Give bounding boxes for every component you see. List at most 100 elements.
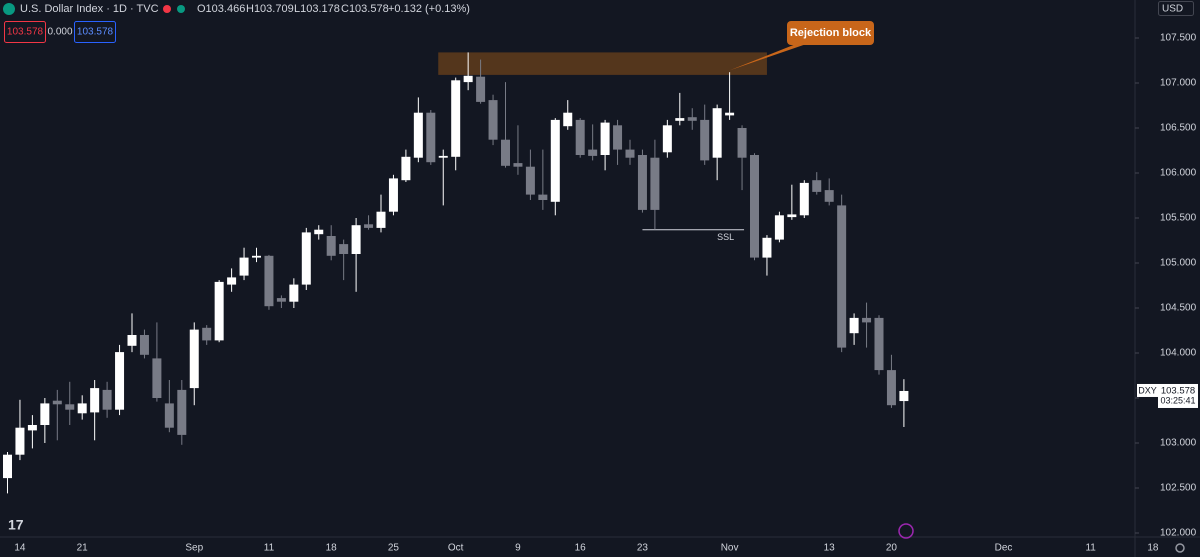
x-tick-label: 14 (14, 543, 26, 554)
price-tag-value: 103.578 (1161, 385, 1195, 396)
candle-body (413, 112, 423, 158)
candle-body (90, 388, 100, 413)
y-tick-label: 104.500 (1160, 303, 1197, 314)
x-tick-label: 25 (388, 543, 400, 554)
candle-body (575, 119, 585, 155)
x-tick-label: 23 (637, 543, 649, 554)
candle-body (252, 255, 261, 258)
currency[interactable]: USD (1162, 4, 1183, 15)
candle-body (351, 225, 361, 254)
candle-body (364, 224, 374, 228)
candle-body (762, 237, 772, 258)
ohlc-close: C103.578 (341, 3, 389, 15)
candle-body (737, 128, 747, 158)
candle-body (588, 149, 598, 156)
y-tick-label: 106.500 (1160, 123, 1197, 134)
ohlc-change: +0.132 (+0.13%) (388, 3, 470, 15)
candle-body (662, 125, 672, 153)
candle-body (301, 232, 311, 285)
x-tick-label: Sep (185, 543, 203, 554)
candle-body (40, 403, 50, 425)
brand-logo: 17 (8, 517, 24, 533)
price-tag-symbol: DXY (1138, 385, 1157, 395)
candle-body (525, 166, 535, 195)
candle-body (52, 400, 62, 405)
flag-icon[interactable] (163, 5, 171, 13)
badge-box (74, 21, 116, 43)
badge: 103.578 (7, 27, 44, 38)
candle-body (65, 404, 75, 410)
candle-body (289, 284, 299, 302)
candle-body (3, 454, 12, 479)
candle-body (687, 117, 697, 121)
y-tick-label: 105.500 (1160, 213, 1197, 224)
y-tick-label: 102.000 (1160, 528, 1197, 539)
candle-body (550, 119, 560, 202)
candle-body (239, 257, 249, 276)
candle-body (314, 229, 324, 235)
candle-body (388, 178, 398, 212)
candle-body (675, 118, 685, 121)
candle-body (451, 80, 461, 157)
candle-body (899, 390, 909, 402)
callout-label: Rejection block (790, 27, 872, 39)
candle-body (139, 335, 149, 355)
candle-body (812, 180, 822, 192)
candle-body (600, 122, 610, 155)
y-tick-label: 103.000 (1160, 438, 1197, 449)
candle-body (164, 403, 174, 428)
badge-box (4, 21, 46, 43)
callout-pointer (729, 40, 818, 71)
candle-body (189, 329, 199, 389)
candle-body (214, 281, 224, 341)
currency-box[interactable] (1158, 1, 1194, 16)
alert-icon[interactable] (898, 523, 914, 539)
y-tick-label: 104.000 (1160, 348, 1197, 359)
candle-body (438, 155, 448, 158)
x-tick-label: 9 (515, 543, 521, 554)
candle-body (824, 190, 834, 202)
candle-body (849, 317, 859, 334)
candle-body (650, 157, 660, 210)
status-icon (177, 5, 185, 13)
settings-icon[interactable] (1175, 543, 1185, 553)
x-tick-label: Oct (448, 543, 464, 554)
candle-body (488, 100, 498, 140)
candle-body (227, 277, 237, 285)
x-tick-label: 11 (1085, 543, 1096, 554)
candle-body (376, 211, 386, 228)
y-tick-label: 102.500 (1160, 483, 1197, 494)
candle-body (326, 236, 336, 256)
candle-body (799, 182, 809, 216)
y-tick-label: 106.000 (1160, 168, 1197, 179)
ohlc-low: L103.178 (294, 3, 340, 15)
candle-body (102, 389, 112, 410)
candle-body (712, 108, 722, 158)
badge: 0.000 (47, 27, 72, 38)
candle-body (874, 317, 884, 371)
candle-body (152, 358, 162, 398)
ohlc-high: H103.709 (246, 3, 294, 15)
rejection-zone (438, 52, 767, 75)
price-tag-symbol-box (1137, 383, 1158, 397)
candle-body (127, 335, 137, 346)
candle-body (725, 112, 735, 116)
y-tick-label: 107.500 (1160, 33, 1197, 44)
candle-body (401, 156, 411, 181)
candle-body (625, 149, 635, 158)
candle-body (426, 112, 436, 163)
candle-body (264, 255, 274, 307)
candle-body (15, 427, 25, 455)
candle-body (27, 425, 37, 431)
price-tag-countdown: 03:25:41 (1160, 395, 1195, 405)
x-tick-label: 16 (575, 543, 587, 554)
candle-body (115, 352, 125, 410)
ssl-label: SSL (717, 232, 734, 242)
candle-body (563, 112, 573, 127)
candle-body (862, 317, 872, 323)
candle-body (700, 119, 710, 161)
candle-body (538, 194, 548, 200)
